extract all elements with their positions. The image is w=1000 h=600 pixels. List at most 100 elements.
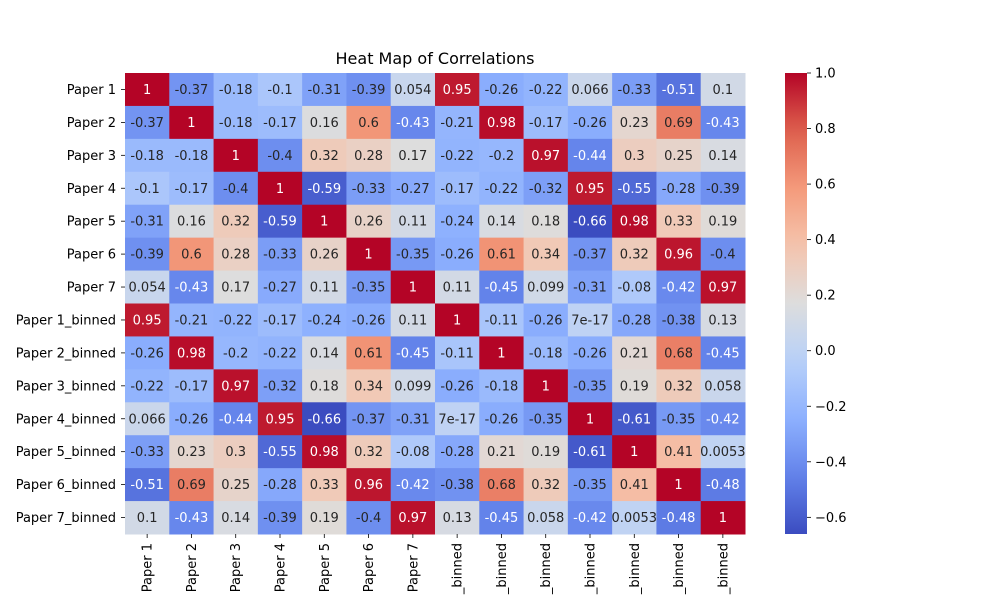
heatmap-cell (390, 303, 436, 337)
heatmap-cell (125, 138, 170, 173)
heatmap-cell (169, 237, 215, 272)
cell-value-label: -0.32 (529, 182, 563, 197)
heatmap-cell (656, 237, 702, 272)
heatmap-cell (213, 303, 259, 337)
heatmap-cell (700, 204, 746, 239)
cell-value-label: -0.61 (617, 412, 651, 427)
cell-value-label: 0.19 (620, 379, 649, 394)
heatmap-cell (523, 171, 569, 206)
heatmap-cell (612, 402, 657, 436)
cell-value-label: 0.054 (394, 83, 431, 98)
cell-value-label: 0.1 (713, 83, 734, 98)
cell-value-label: -0.37 (175, 83, 209, 98)
cell-value-label: 0.16 (310, 116, 339, 131)
cell-value-label: 1 (542, 379, 550, 394)
cell-value-label: -0.39 (263, 511, 297, 526)
heatmap-cell (169, 501, 215, 535)
cell-value-label: 1 (364, 248, 372, 263)
cell-value-label: 0.41 (664, 445, 693, 460)
cell-value-label: 0.066 (571, 83, 608, 98)
heatmap-cell (479, 435, 525, 469)
heatmap-cell (612, 138, 657, 173)
cell-value-label: -0.22 (485, 182, 519, 197)
cell-value-label: 0.25 (221, 478, 250, 493)
heatmap-cell (479, 336, 525, 370)
heatmap-cell (169, 105, 215, 140)
heatmap-cell (435, 237, 480, 272)
cell-value-label: -0.17 (440, 182, 474, 197)
cell-value-label: 0.19 (310, 511, 339, 526)
cell-value-label: -0.18 (219, 83, 253, 98)
heatmap-cell (567, 204, 613, 239)
cell-value-label: 0.23 (177, 445, 206, 460)
cell-value-label: -0.24 (440, 215, 474, 230)
cell-value-label: 0.61 (487, 248, 516, 263)
cell-value-label: 0.11 (398, 313, 427, 328)
heatmap-cell (213, 402, 259, 436)
cell-value-label: -0.45 (706, 346, 740, 361)
heatmap-cell (213, 468, 259, 502)
y-tick-label: Paper 2_binned (16, 346, 116, 361)
heatmap-cell (125, 468, 170, 502)
heatmap-cell (302, 171, 347, 206)
heatmap-cell (479, 369, 525, 403)
heatmap-cell (213, 435, 259, 469)
heatmap-cell (700, 270, 746, 304)
cell-value-label: -0.38 (440, 478, 474, 493)
heatmap-cell (567, 105, 613, 140)
cell-value-label: -0.27 (263, 281, 297, 296)
colorbar: 1.0 0.8 0.6 0.4 0.2 0.0 −0.2 −0.4 −0.6 (785, 67, 847, 534)
cell-value-label: 0.11 (398, 215, 427, 230)
heatmap-cell (435, 468, 480, 502)
cell-value-label: -0.37 (573, 248, 607, 263)
heatmap-cell (213, 369, 259, 403)
cell-value-label: -0.48 (706, 478, 740, 493)
cell-value-label: -0.22 (263, 346, 297, 361)
heatmap-cell (479, 402, 525, 436)
heatmap-cell (435, 73, 480, 107)
cell-value-label: 1 (453, 313, 461, 328)
cell-value-label: 0.19 (708, 215, 737, 230)
heatmap-cell (523, 468, 569, 502)
colorbar-tick-label: 0.8 (815, 122, 836, 137)
heatmap-cell (125, 369, 170, 403)
heatmap-cell (346, 204, 392, 239)
heatmap-cell (257, 468, 303, 502)
cell-value-label: -0.32 (263, 379, 297, 394)
y-tick-label: Paper 5_binned (16, 445, 116, 460)
chart-title: Heat Map of Correlations (336, 49, 535, 68)
cell-value-label: 0.13 (708, 313, 737, 328)
heatmap-cell (257, 204, 303, 239)
cell-value-label: 1 (630, 445, 638, 460)
heatmap-cell (169, 204, 215, 239)
cell-value-label: 0.26 (354, 215, 383, 230)
heatmap-cell (125, 171, 170, 206)
heatmap-cell (390, 138, 436, 173)
x-tick-label: Paper 1 (141, 543, 156, 592)
heatmap-cell (523, 369, 569, 403)
cell-value-label: -0.51 (130, 478, 164, 493)
heatmap-cell (169, 336, 215, 370)
cell-value-label: 0.69 (177, 478, 206, 493)
x-tick-label: _binned (495, 543, 510, 595)
cell-value-label: -0.11 (485, 313, 519, 328)
heatmap-cell (435, 171, 480, 206)
cell-value-label: 0.32 (531, 478, 560, 493)
cell-value-label: -0.43 (706, 116, 740, 131)
cell-value-label: 0.14 (310, 346, 339, 361)
y-tick-label: Paper 4_binned (16, 412, 116, 427)
heatmap-cell (435, 138, 480, 173)
cell-value-label: -0.35 (396, 248, 430, 263)
heatmap-cell (567, 336, 613, 370)
heatmap-cell (257, 138, 303, 173)
cell-value-label: 1 (586, 412, 594, 427)
heatmap-cell (700, 336, 746, 370)
cell-value-label: -0.44 (219, 412, 253, 427)
heatmap-cell (302, 468, 347, 502)
cell-value-label: 0.11 (443, 281, 472, 296)
heatmap-cell (435, 402, 480, 436)
cell-value-labels: 1 -0.37 -0.18 -0.1 -0.31 -0.39 0.054 0.95 -0.26-… (129, 83, 746, 526)
cell-value-label: -0.22 (219, 313, 253, 328)
cell-value-label: -0.42 (573, 511, 607, 526)
cell-value-label: -0.42 (706, 412, 740, 427)
